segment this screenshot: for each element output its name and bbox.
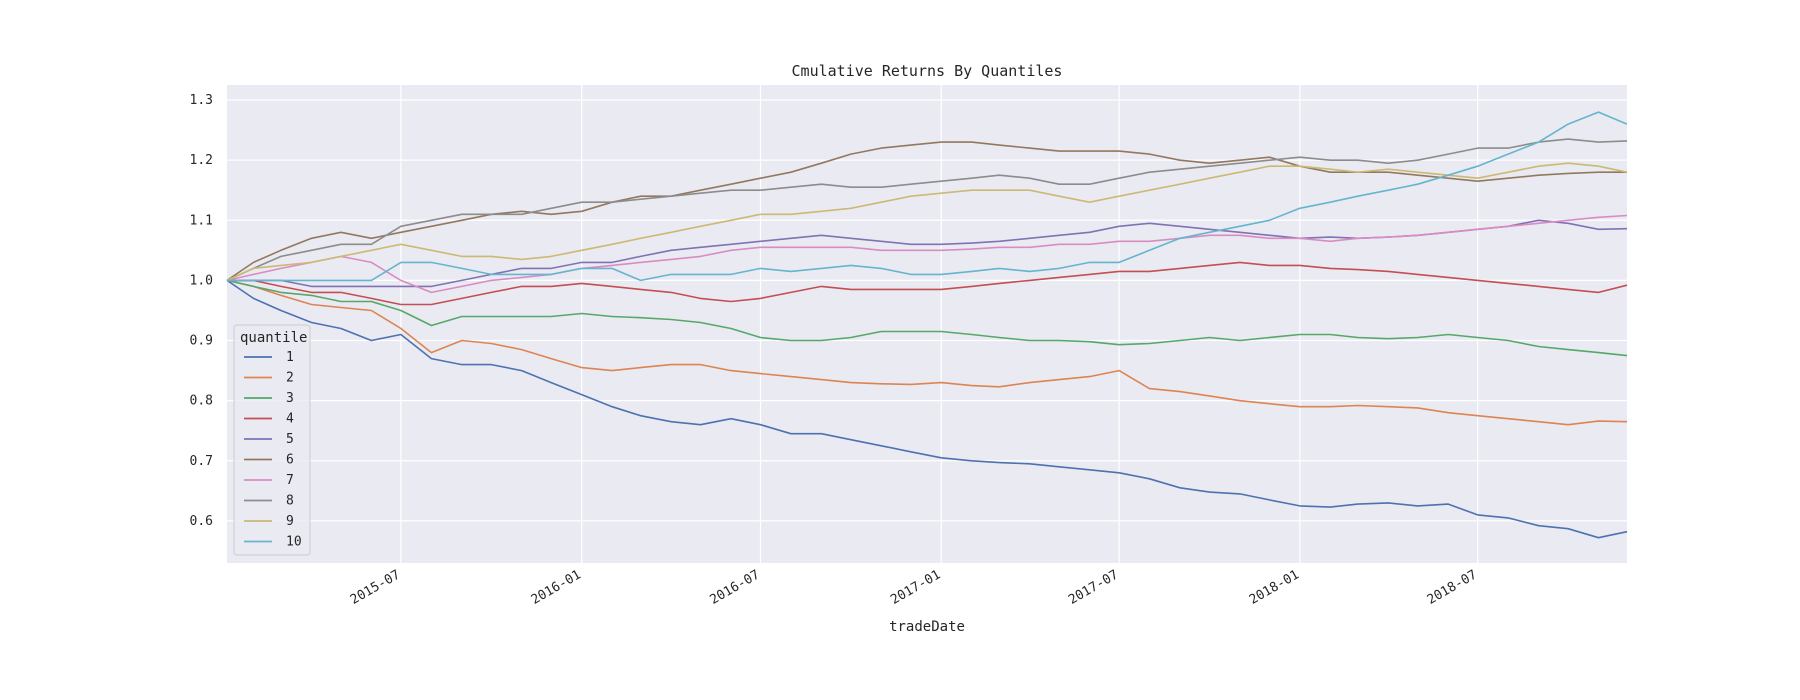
- y-tick-label: 0.9: [190, 334, 213, 349]
- series-line-6: [226, 141, 1627, 282]
- y-tick-label: 0.6: [190, 514, 213, 529]
- legend-label-7: 7: [286, 473, 294, 488]
- x-tick-label: 2018-01: [1247, 567, 1302, 607]
- x-tick-label: 2017-01: [888, 567, 943, 607]
- series-line-1: [226, 279, 1628, 539]
- series-line-3: [226, 279, 1628, 357]
- legend-label-3: 3: [286, 391, 294, 406]
- series-line-2: [226, 279, 1628, 426]
- y-tick-label: 1.2: [190, 153, 213, 168]
- chart-title: Cmulative Returns By Quantiles: [792, 62, 1063, 80]
- x-tick-labels: 2015-07 2016-01 2016-07 2017-01 2017-07 2018-…: [348, 567, 1480, 607]
- y-tick-label: 1.0: [190, 273, 213, 288]
- y-tick-label: 1.3: [190, 93, 213, 108]
- vertical-gridlines: [400, 85, 1479, 563]
- series-lines: [226, 111, 1628, 539]
- series-line-7: [226, 214, 1628, 294]
- legend-label-8: 8: [286, 494, 294, 509]
- legend-label-4: 4: [286, 412, 294, 427]
- legend-title: quantile: [240, 330, 307, 346]
- y-tick-labels: 0.6 0.7 0.8 0.9 1.0 1.1 1.2 1.3: [190, 93, 213, 529]
- series-line-8: [226, 138, 1628, 282]
- legend: quantile 1 2 3 4 5 6 7 8 9 10: [233, 324, 311, 556]
- legend-label-1: 1: [286, 350, 294, 365]
- y-tick-label: 1.1: [190, 213, 213, 228]
- series-line-4: [227, 261, 1628, 306]
- legend-label-2: 2: [286, 371, 294, 386]
- x-tick-label: 2018-07: [1425, 567, 1480, 607]
- x-axis-label: tradeDate: [889, 619, 965, 635]
- y-tick-label: 0.8: [190, 394, 213, 409]
- legend-box: [233, 324, 311, 556]
- series-line-9: [226, 162, 1628, 282]
- legend-items: 1 2 3 4 5 6 7 8 9 10: [244, 350, 302, 550]
- legend-label-9: 9: [286, 514, 294, 529]
- plot-area-background: [227, 85, 1627, 563]
- x-tick-label: 2017-07: [1066, 567, 1121, 607]
- x-tick-label: 2016-07: [708, 567, 763, 607]
- legend-label-6: 6: [286, 453, 294, 468]
- legend-label-10: 10: [286, 535, 302, 550]
- series-line-10: [227, 111, 1628, 282]
- y-tick-label: 0.7: [190, 454, 213, 469]
- x-tick-label: 2015-07: [348, 567, 403, 607]
- x-tick-label: 2016-01: [529, 567, 584, 607]
- legend-label-5: 5: [286, 432, 294, 447]
